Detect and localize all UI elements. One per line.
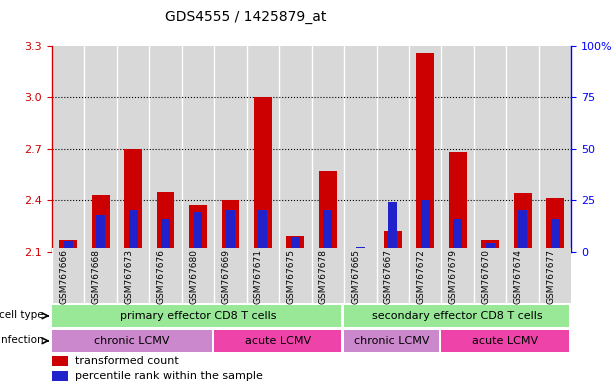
- Bar: [323, 210, 332, 252]
- Text: percentile rank within the sample: percentile rank within the sample: [75, 371, 263, 381]
- Bar: [344, 329, 439, 352]
- Bar: [254, 98, 272, 252]
- Text: GSM767673: GSM767673: [124, 249, 133, 304]
- Text: infection: infection: [0, 334, 44, 344]
- Bar: [287, 236, 304, 252]
- Bar: [518, 210, 527, 252]
- Bar: [59, 240, 77, 252]
- Bar: [344, 305, 569, 327]
- Bar: [551, 218, 560, 252]
- Text: chronic LCMV: chronic LCMV: [94, 336, 169, 346]
- Bar: [96, 215, 105, 252]
- Bar: [486, 243, 494, 252]
- Bar: [453, 218, 462, 252]
- Bar: [52, 356, 68, 366]
- Text: GSM767670: GSM767670: [481, 249, 490, 304]
- Bar: [222, 200, 240, 252]
- Text: transformed count: transformed count: [75, 356, 179, 366]
- Bar: [214, 329, 342, 352]
- Bar: [514, 193, 532, 252]
- Bar: [194, 212, 202, 252]
- Bar: [52, 329, 211, 352]
- Text: GSM767674: GSM767674: [514, 249, 522, 304]
- Bar: [416, 53, 434, 252]
- Text: GSM767665: GSM767665: [351, 249, 360, 304]
- Bar: [384, 231, 401, 252]
- Text: GSM767671: GSM767671: [254, 249, 263, 304]
- Bar: [291, 237, 300, 252]
- Text: GSM767667: GSM767667: [384, 249, 393, 304]
- Bar: [421, 200, 430, 252]
- Text: GSM767676: GSM767676: [156, 249, 166, 304]
- Bar: [481, 240, 499, 252]
- Text: GSM767679: GSM767679: [448, 249, 458, 304]
- Bar: [356, 247, 365, 252]
- Bar: [226, 210, 235, 252]
- Bar: [319, 171, 337, 252]
- Bar: [64, 241, 73, 252]
- Text: GDS4555 / 1425879_at: GDS4555 / 1425879_at: [165, 10, 326, 23]
- Bar: [156, 192, 175, 252]
- Bar: [124, 149, 142, 252]
- Bar: [442, 329, 569, 352]
- Bar: [258, 210, 268, 252]
- Text: acute LCMV: acute LCMV: [472, 336, 538, 346]
- Text: cell type: cell type: [0, 310, 44, 319]
- Text: GSM767680: GSM767680: [189, 249, 198, 304]
- Bar: [52, 305, 342, 327]
- Bar: [448, 152, 467, 252]
- Text: primary effector CD8 T cells: primary effector CD8 T cells: [120, 311, 276, 321]
- Text: GSM767675: GSM767675: [287, 249, 295, 304]
- Text: GSM767666: GSM767666: [59, 249, 68, 304]
- Text: GSM767668: GSM767668: [92, 249, 101, 304]
- Bar: [189, 205, 207, 252]
- Bar: [546, 199, 564, 252]
- Text: secondary effector CD8 T cells: secondary effector CD8 T cells: [372, 311, 543, 321]
- Text: GSM767678: GSM767678: [319, 249, 328, 304]
- Bar: [129, 210, 137, 252]
- Bar: [92, 195, 109, 252]
- Text: GSM767672: GSM767672: [416, 249, 425, 304]
- Text: GSM767669: GSM767669: [221, 249, 230, 304]
- Text: acute LCMV: acute LCMV: [245, 336, 311, 346]
- Text: chronic LCMV: chronic LCMV: [354, 336, 429, 346]
- Bar: [52, 371, 68, 381]
- Text: GSM767677: GSM767677: [546, 249, 555, 304]
- Bar: [161, 218, 170, 252]
- Bar: [389, 202, 397, 252]
